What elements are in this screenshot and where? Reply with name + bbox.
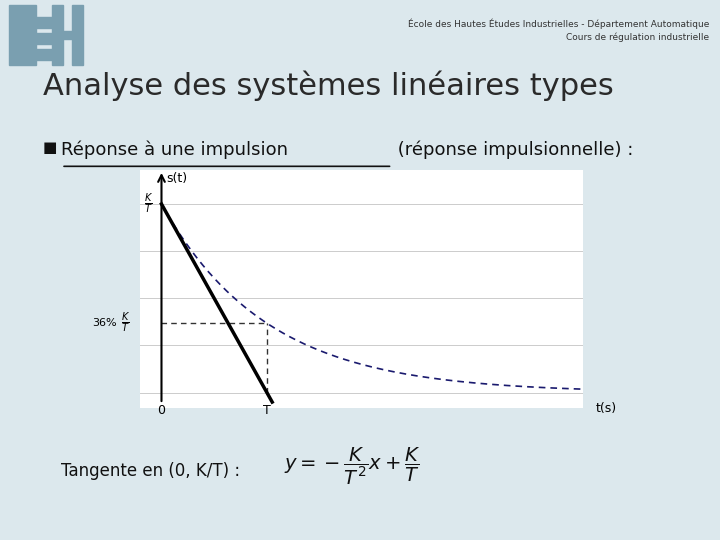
Bar [36,33,54,44]
Text: Analyse des systèmes linéaires types: Analyse des systèmes linéaires types [43,70,614,100]
Text: (réponse impulsionnelle) :: (réponse impulsionnelle) : [392,140,634,159]
Text: s(t): s(t) [167,172,188,185]
Text: Réponse à une impulsion: Réponse à une impulsion [61,140,288,159]
Bar [52,5,63,65]
Text: Cours de régulation industrielle: Cours de régulation industrielle [566,32,709,42]
Text: t(s): t(s) [596,402,617,415]
Text: $y = -\dfrac{K}{T^2}x + \dfrac{K}{T}$: $y = -\dfrac{K}{T^2}x + \dfrac{K}{T}$ [284,446,420,487]
Bar [9,5,36,65]
Text: ■: ■ [43,140,63,156]
Text: Tangente en (0, K/T) :: Tangente en (0, K/T) : [61,462,240,480]
Text: $\frac{K}{T}$: $\frac{K}{T}$ [144,192,153,216]
Bar [63,31,72,39]
Bar [72,5,83,65]
Text: $\frac{K}{T}$: $\frac{K}{T}$ [121,311,130,335]
Text: École des Hautes Études Industrielles - Département Automatique: École des Hautes Études Industrielles - … [408,19,709,29]
Bar [36,49,54,60]
Text: 36%: 36% [93,318,117,328]
Text: T: T [263,404,271,417]
Bar [36,17,54,28]
Text: 0: 0 [158,404,166,417]
